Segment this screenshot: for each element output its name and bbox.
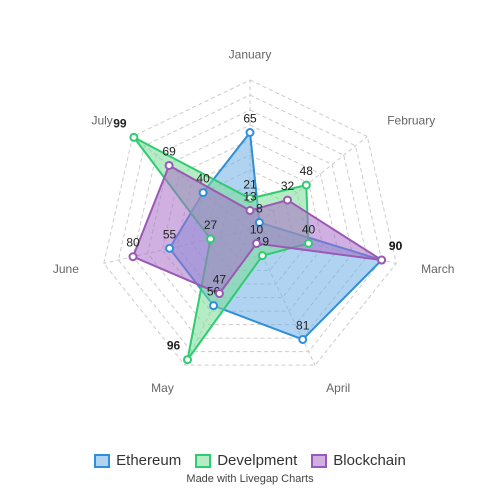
legend-swatch-blockchain xyxy=(311,453,328,468)
point-develpment-3 xyxy=(257,251,267,261)
point-ethereum-4 xyxy=(209,301,219,311)
point-develpment-4 xyxy=(183,355,193,365)
legend-label-develpment: Develpment xyxy=(217,452,298,469)
legend-item-develpment[interactable]: Develpment xyxy=(195,452,297,469)
value-label-blockchain-0: 13 xyxy=(243,190,257,204)
point-develpment-2 xyxy=(303,238,313,248)
value-label-blockchain-3: 10 xyxy=(250,223,264,237)
point-ethereum-3 xyxy=(298,334,308,344)
grid-ring-8 xyxy=(132,109,368,339)
axis-label-june: June xyxy=(53,262,79,276)
value-label-ethereum-2: 90 xyxy=(389,239,403,253)
value-label-blockchain-2: 90 xyxy=(389,239,403,253)
legend-swatch-ethereum xyxy=(94,453,111,468)
value-label-blockchain-4: 47 xyxy=(213,273,227,287)
legend-item-blockchain[interactable]: Blockchain xyxy=(311,452,406,469)
value-label-ethereum-3: 81 xyxy=(296,318,310,332)
legend-label-blockchain: Blockchain xyxy=(333,452,406,469)
value-label-blockchain-5: 80 xyxy=(126,236,140,250)
axis-label-july: July xyxy=(91,114,112,128)
grid-ring-9 xyxy=(117,94,383,353)
legend-swatch-develpment xyxy=(195,453,212,468)
series-area-blockchain xyxy=(132,164,383,295)
value-label-develpment-5: 27 xyxy=(204,218,218,232)
legend: Ethereum Develpment Blockchain xyxy=(0,452,500,469)
point-ethereum-5 xyxy=(165,243,175,253)
value-label-ethereum-0: 65 xyxy=(243,112,257,126)
point-blockchain-3 xyxy=(252,239,262,249)
axis-label-march: March xyxy=(421,262,454,276)
legend-label-ethereum: Ethereum xyxy=(116,452,182,469)
point-develpment-0 xyxy=(245,194,255,203)
point-blockchain-0 xyxy=(245,206,255,215)
point-blockchain-5 xyxy=(128,252,138,262)
point-ethereum-0 xyxy=(245,128,255,137)
value-label-blockchain-1: 32 xyxy=(281,179,295,193)
point-ethereum-1 xyxy=(254,218,264,228)
point-develpment-5 xyxy=(206,234,216,244)
value-label-ethereum-6: 40 xyxy=(196,172,210,186)
value-label-blockchain-6: 69 xyxy=(162,144,176,158)
value-label-develpment-1: 48 xyxy=(300,164,314,178)
legend-item-ethereum[interactable]: Ethereum xyxy=(94,452,181,469)
axis-label-april: April xyxy=(326,381,350,395)
point-develpment-1 xyxy=(301,180,311,190)
value-label-ethereum-1: 8 xyxy=(256,202,263,216)
grid-ring-7 xyxy=(147,124,353,326)
point-blockchain-1 xyxy=(283,195,293,205)
value-label-ethereum-5: 55 xyxy=(163,227,177,241)
value-label-develpment-4: 96 xyxy=(167,339,181,353)
point-blockchain-4 xyxy=(214,289,224,299)
axis-label-january: January xyxy=(229,48,272,62)
axis-label-february: February xyxy=(387,114,435,128)
value-label-develpment-6: 99 xyxy=(113,116,127,130)
radar-chart-svg: January February March April May June July 65 8 9… xyxy=(53,48,455,396)
footer-credit: Made with Livegap Charts xyxy=(186,473,314,485)
axis-label-may: May xyxy=(151,381,174,395)
point-develpment-6 xyxy=(129,132,139,142)
point-blockchain-6 xyxy=(164,160,174,170)
grid-ring-10 xyxy=(103,79,397,366)
point-ethereum-6 xyxy=(198,188,208,198)
value-label-develpment-0: 21 xyxy=(243,178,257,192)
point-blockchain-2 xyxy=(377,255,387,265)
value-label-develpment-2: 40 xyxy=(302,222,316,236)
